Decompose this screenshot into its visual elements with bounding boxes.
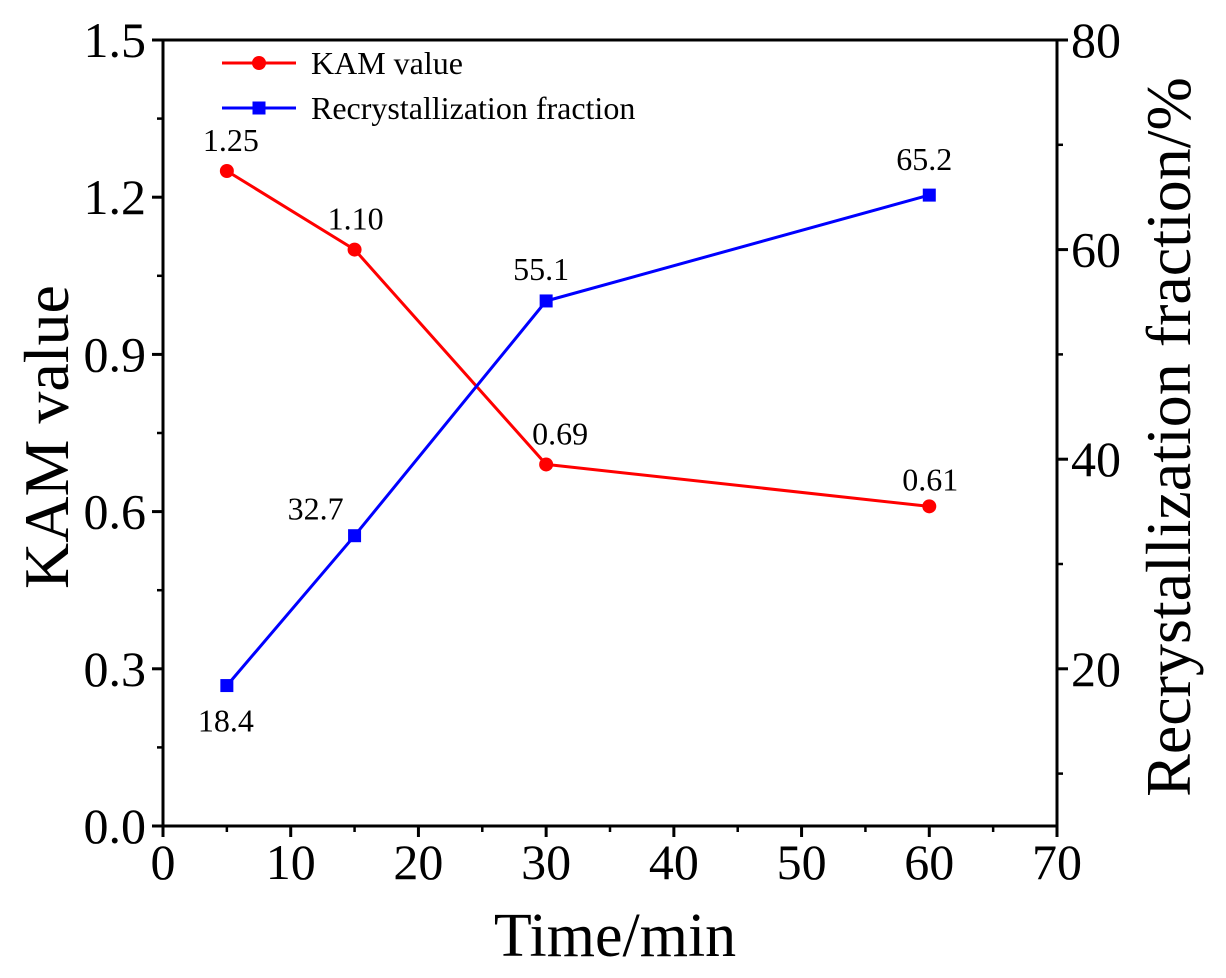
kam-value-point-2 <box>347 242 362 257</box>
kam-value-point-1 <box>219 164 234 178</box>
x-tick-label-60: 60 <box>904 834 954 890</box>
legend-label-kam-value: KAM value <box>311 45 463 81</box>
left-y-axis-title: KAM value <box>11 285 82 589</box>
recrystallization-fraction-data-label-4: 65.2 <box>896 141 952 177</box>
x-tick-label-40: 40 <box>649 834 699 890</box>
kam-value-point-4 <box>922 499 937 514</box>
left-y-tick-label-0-9: 0.9 <box>84 326 147 382</box>
recrystallization-fraction-data-label-1: 18.4 <box>198 703 254 739</box>
x-axis-title: Time/min <box>494 902 736 970</box>
kam-value-data-label-1: 1.25 <box>203 122 259 158</box>
left-y-tick-label-1-2: 1.2 <box>84 169 147 225</box>
x-tick-label-70: 70 <box>1032 834 1082 890</box>
x-tick-label-20: 20 <box>393 834 443 890</box>
left-y-tick-label-0-6: 0.6 <box>84 484 147 540</box>
kam-value-line <box>225 169 931 508</box>
x-tick-label-10: 10 <box>266 834 316 890</box>
recrystallization-fraction-data-label-2: 32.7 <box>288 491 344 527</box>
recrystallization-fraction-point-3 <box>539 294 553 308</box>
recrystallization-fraction-point-2 <box>348 529 362 543</box>
recrystallization-fraction-data-label-3: 55.1 <box>513 251 569 287</box>
data-labels: 1.25 1.10 0.69 0.61 18.4 32.7 55.1 65.2 <box>198 122 958 739</box>
right-y-tick-label-40: 40 <box>1071 431 1121 487</box>
left-y-axis-ticks: 0.0 0.3 0.6 0.9 1.2 1.5 <box>84 12 163 854</box>
series-layer <box>219 164 937 693</box>
kam-value-data-label-4: 0.61 <box>902 461 958 497</box>
x-tick-label-0: 0 <box>151 834 176 890</box>
legend-label-recrystallization-fraction: Recrystallization fraction <box>311 90 635 126</box>
legend-marker-kam-value <box>252 56 266 70</box>
x-tick-label-30: 30 <box>521 834 571 890</box>
right-y-tick-label-20: 20 <box>1071 641 1121 697</box>
left-y-tick-label-1-5: 1.5 <box>84 12 147 68</box>
right-y-tick-label-80: 80 <box>1071 12 1121 68</box>
x-axis-ticks: 0 10 20 30 40 50 60 70 <box>151 826 1082 890</box>
recrystallization-fraction-line <box>225 193 931 688</box>
legend-marker-recrystallization-fraction <box>252 101 266 115</box>
legend: KAM value Recrystallization fraction <box>222 45 635 126</box>
recrystallization-fraction-point-1 <box>220 679 234 693</box>
left-y-tick-label-0-3: 0.3 <box>84 641 147 697</box>
x-tick-label-50: 50 <box>777 834 827 890</box>
recrystallization-fraction-point-4 <box>922 188 936 202</box>
right-y-axis-ticks: 20 40 60 80 <box>1057 12 1121 775</box>
kam-value-data-label-3: 0.69 <box>532 415 588 451</box>
left-y-tick-label-0-0: 0.0 <box>84 798 147 854</box>
kam-value-data-label-2: 1.10 <box>328 201 384 237</box>
right-y-tick-label-60: 60 <box>1071 222 1121 278</box>
kam-value-point-3 <box>539 457 554 472</box>
right-y-axis-title: Recrystallization fraction/% <box>1133 77 1204 797</box>
